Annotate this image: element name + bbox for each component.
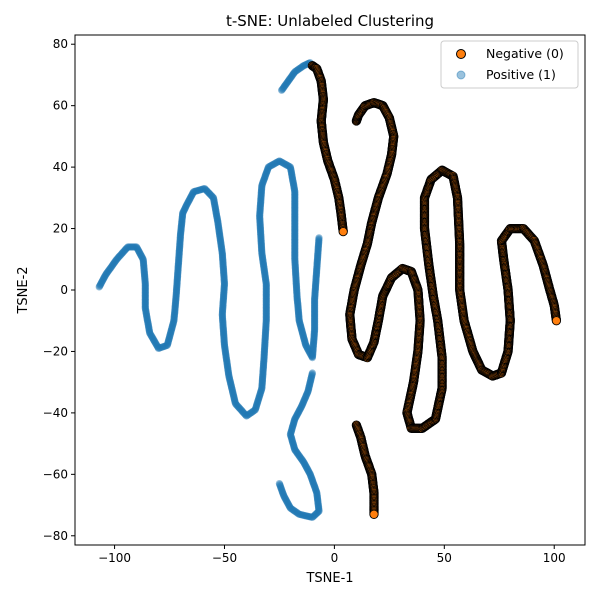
x-axis-ticks: −100 −50 0 50 100 xyxy=(98,545,566,565)
y-tick-label: −40 xyxy=(43,406,68,420)
plot-area xyxy=(95,59,562,521)
x-tick-label: 0 xyxy=(331,551,339,565)
y-tick-label: −80 xyxy=(43,529,68,543)
series-negative xyxy=(307,61,562,519)
positive-point xyxy=(315,234,323,242)
negative-point xyxy=(338,226,348,237)
y-tick-label: 80 xyxy=(53,37,68,51)
y-axis-ticks: −80 −60 −40 −20 0 20 40 60 80 xyxy=(43,37,75,543)
series-positive xyxy=(95,59,323,521)
x-tick-label: 50 xyxy=(437,551,452,565)
y-tick-label: −20 xyxy=(43,344,68,358)
y-tick-label: 20 xyxy=(53,222,68,236)
y-tick-label: −60 xyxy=(43,467,68,481)
legend-box xyxy=(440,40,579,89)
x-tick-label: 100 xyxy=(543,551,566,565)
y-tick-label: 40 xyxy=(53,160,68,174)
x-axis-label: TSNE-1 xyxy=(305,571,353,586)
negative-point xyxy=(551,316,562,326)
x-tick-label: −100 xyxy=(98,551,131,565)
legend-label-positive: Positive (1) xyxy=(486,67,556,82)
legend: Negative (0) Positive (1) xyxy=(440,40,579,89)
y-tick-label: 0 xyxy=(60,283,68,297)
chart-title: t-SNE: Unlabeled Clustering xyxy=(226,12,434,30)
negative-point xyxy=(369,509,379,519)
legend-marker-negative xyxy=(456,49,466,59)
y-axis-label: TSNE-2 xyxy=(16,266,31,314)
x-tick-label: −50 xyxy=(212,551,237,565)
positive-point xyxy=(275,480,283,488)
y-tick-label: 60 xyxy=(53,99,68,113)
legend-marker-positive xyxy=(456,70,466,80)
legend-label-negative: Negative (0) xyxy=(486,46,564,61)
